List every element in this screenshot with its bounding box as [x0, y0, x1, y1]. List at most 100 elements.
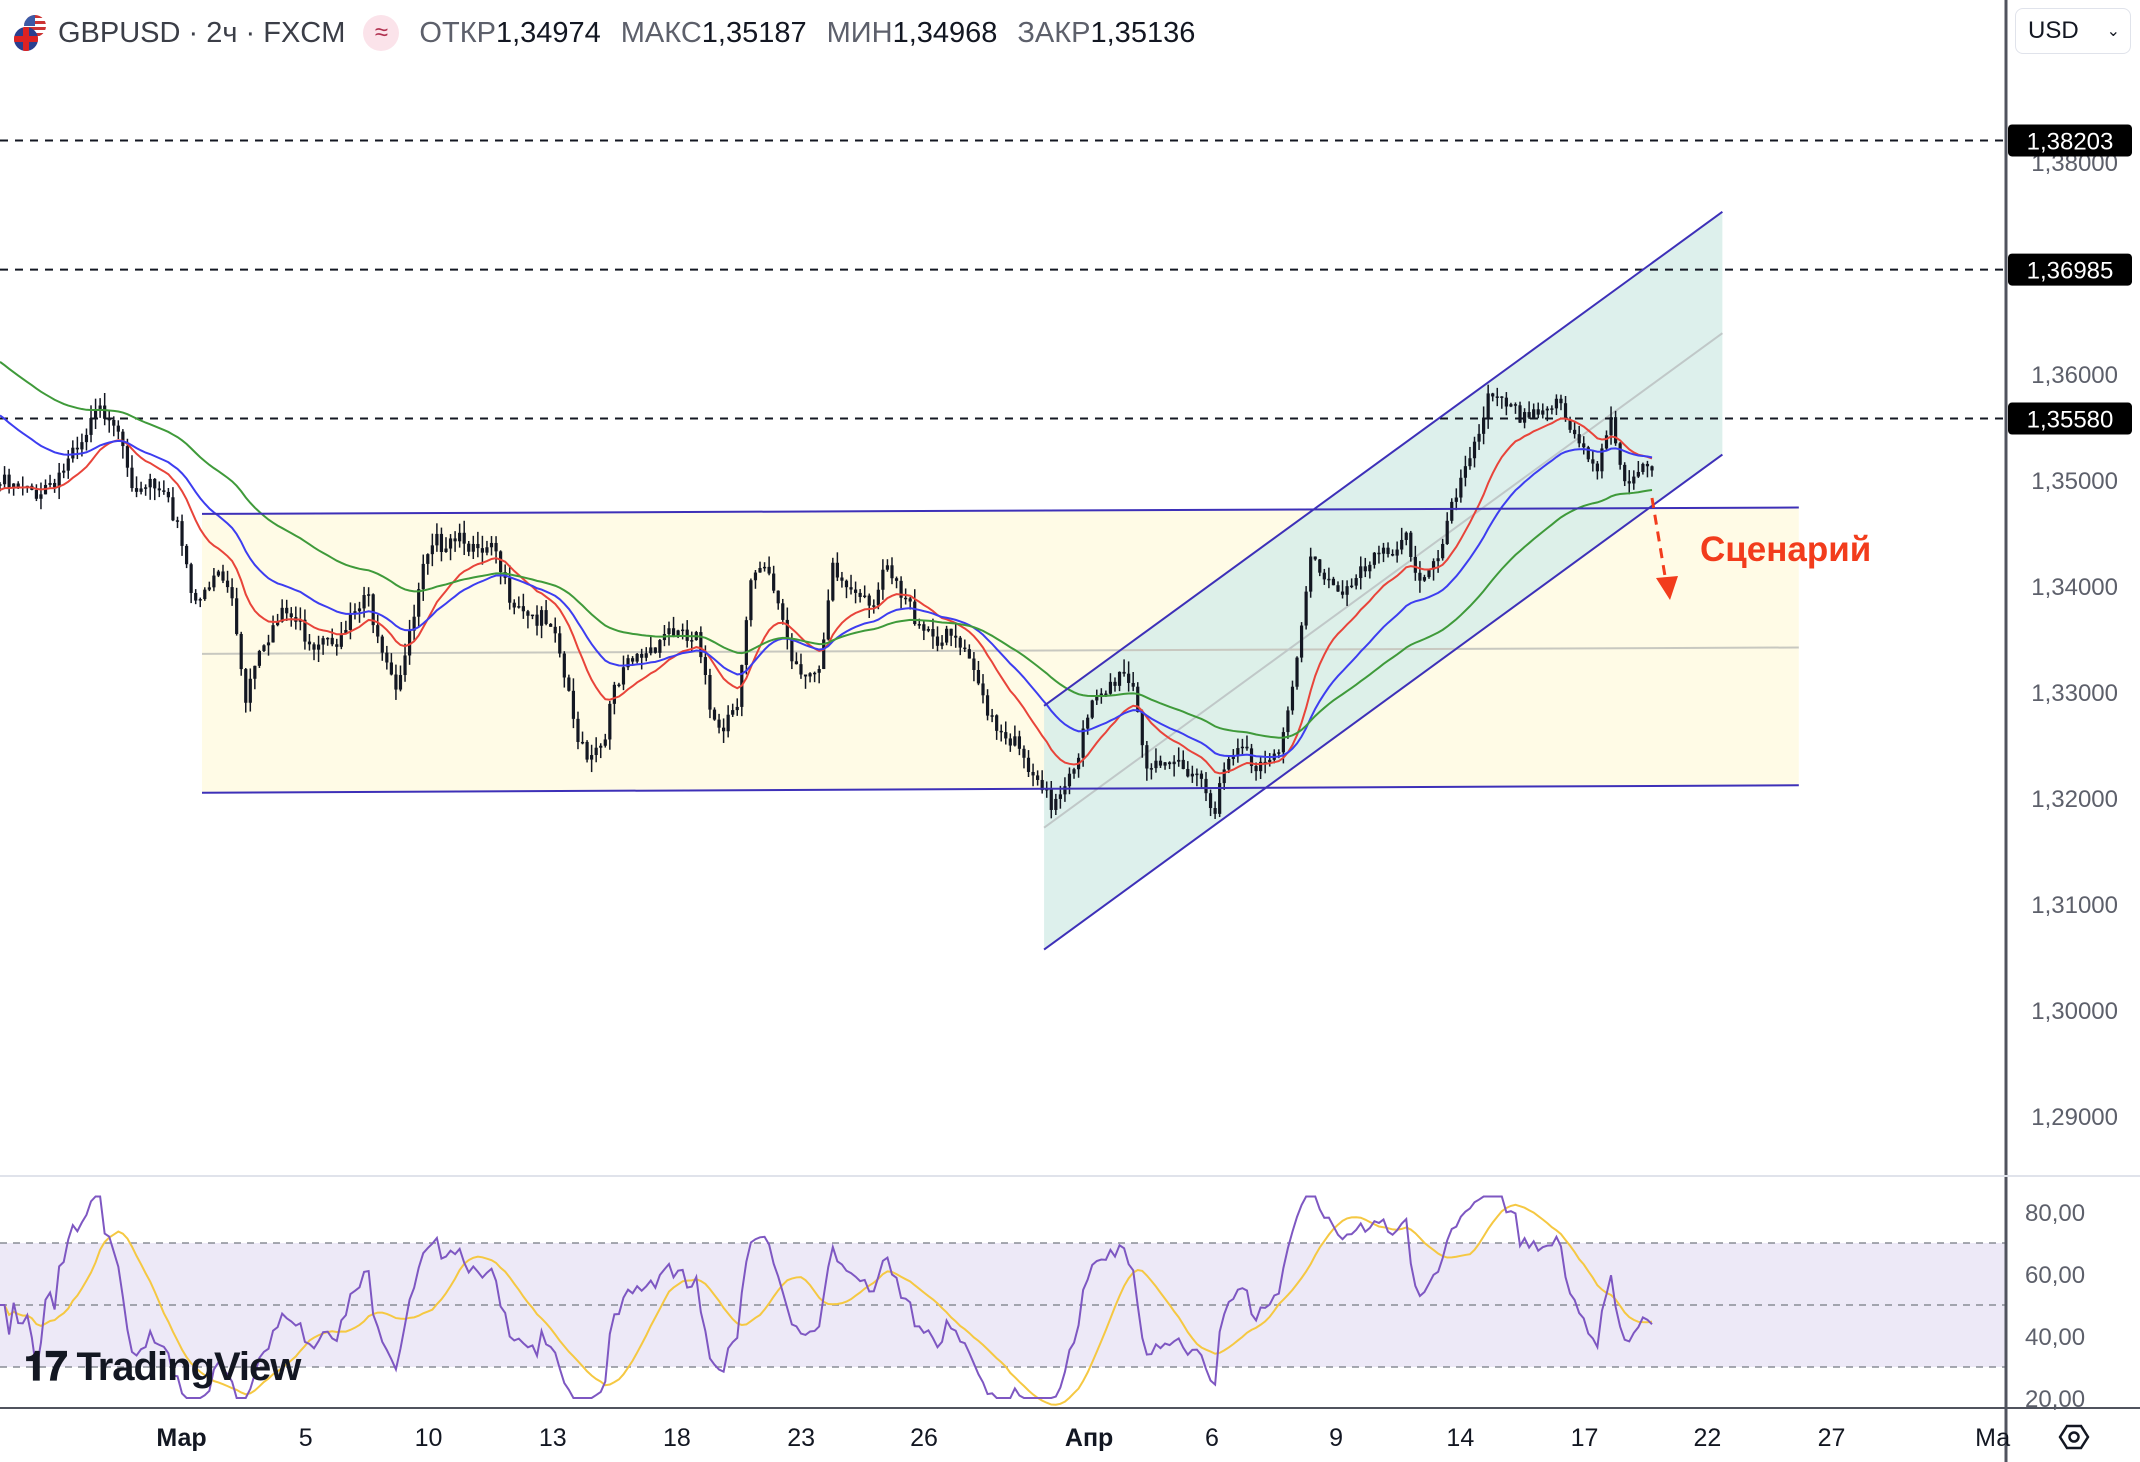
- symbol-title[interactable]: GBPUSD · 2ч · FXCM: [58, 16, 346, 49]
- candle-body: [890, 565, 894, 579]
- candle-body: [398, 675, 403, 690]
- price-level-badge: [2008, 402, 2132, 435]
- currency-select[interactable]: USD ⌄: [2015, 8, 2131, 54]
- candle-body: [590, 755, 594, 760]
- candle-body: [1545, 408, 1549, 411]
- candle-body: [731, 710, 735, 715]
- candle-body: [767, 566, 771, 574]
- candle-body: [426, 554, 430, 564]
- range-bottom-line: [201, 784, 1799, 794]
- candle-body: [658, 640, 662, 653]
- candle-body: [640, 653, 644, 658]
- moving-averages: [0, 361, 1653, 775]
- range-midline: [201, 646, 1799, 655]
- rsi-axis[interactable]: 80,00 60,00 40,00 20,00: [2025, 1200, 2085, 1413]
- candle-body: [212, 575, 216, 588]
- candle-body: [1036, 775, 1040, 780]
- candle-body: [753, 572, 758, 581]
- candle-body: [535, 614, 539, 626]
- candle-body: [166, 491, 170, 498]
- candle-body: [1049, 788, 1053, 810]
- candle-body: [1163, 762, 1167, 766]
- candle-body: [1627, 481, 1631, 484]
- rsi-tick-label: 40,00: [2025, 1324, 2085, 1351]
- candle-body: [580, 741, 585, 744]
- price-tick-label: 1,30000: [2031, 998, 2118, 1025]
- candle-body: [567, 677, 571, 691]
- candle-body: [744, 620, 748, 665]
- candle-body: [62, 470, 66, 473]
- candle-body: [1340, 591, 1345, 595]
- candle-body: [544, 610, 548, 624]
- candle-body: [1363, 566, 1367, 572]
- candle-body: [1368, 564, 1372, 572]
- candle-body: [230, 587, 234, 599]
- time-tick-label: 13: [539, 1424, 567, 1452]
- candle-body: [66, 458, 70, 471]
- ma-slow-line: [0, 361, 1653, 739]
- candle-body: [1436, 558, 1440, 562]
- candle-body: [1386, 547, 1390, 555]
- chevron-down-icon: ⌄: [2106, 23, 2120, 40]
- candle-body: [1295, 657, 1299, 687]
- candle-body: [1600, 448, 1604, 472]
- candle-body: [371, 594, 375, 626]
- scenario-arrow: [1650, 497, 1668, 583]
- candle-body: [1359, 566, 1363, 579]
- candle-body: [985, 695, 990, 716]
- candle-body: [717, 719, 721, 728]
- range-top-line: [201, 506, 1799, 515]
- candle-body: [362, 595, 366, 609]
- candle-body: [439, 533, 444, 552]
- candle-body: [1591, 459, 1595, 464]
- price-level-label: 1,38203: [2027, 128, 2114, 155]
- candle-body: [1290, 686, 1295, 711]
- candle-body: [1609, 417, 1613, 436]
- candle-body: [116, 425, 120, 432]
- candle-body: [749, 580, 753, 621]
- candle-body: [521, 606, 525, 612]
- candle-body: [1618, 443, 1622, 465]
- candle-body: [276, 621, 280, 626]
- candle-body: [357, 608, 362, 612]
- symbol-header: GBPUSD · 2ч · FXCM ≈ ОТКР 1,34974 МАКС 1,3…: [14, 12, 1195, 54]
- candle-body: [1268, 759, 1272, 763]
- scenario-annotation[interactable]: Сценарий: [1700, 530, 1871, 569]
- candle-body: [990, 715, 994, 717]
- candle-body: [1431, 561, 1436, 570]
- candle-body: [1573, 429, 1577, 435]
- candle-body: [1400, 539, 1404, 550]
- candle-body: [1377, 552, 1381, 555]
- candle-body: [999, 730, 1003, 733]
- logo-text: TradingView: [76, 1345, 301, 1389]
- wave-icon[interactable]: ≈: [363, 15, 400, 51]
- candle-body: [489, 542, 494, 548]
- candle-body: [307, 641, 312, 645]
- candle-body: [1645, 463, 1650, 467]
- candle-body: [908, 598, 912, 602]
- candle-body: [1281, 732, 1285, 753]
- candle-body: [571, 690, 576, 719]
- candle-body: [617, 684, 621, 687]
- candle-body: [1158, 760, 1163, 766]
- candle-body: [822, 639, 826, 670]
- tradingview-logo-icon: 𝟏𝟕: [24, 1345, 67, 1389]
- time-axis[interactable]: Мар 5 10 13 18 23 26 Апр 6 9 14 17 22 27 Ма: [156, 1424, 2010, 1452]
- candle-body: [289, 613, 293, 618]
- settings-icon[interactable]: [2058, 1424, 2090, 1450]
- candle-body: [603, 739, 607, 746]
- candle-body: [1008, 738, 1012, 746]
- candle-body: [549, 623, 553, 627]
- price-axis[interactable]: 1,380001,360001,350001,340001,330001,320…: [2008, 124, 2132, 1131]
- candle-body: [71, 447, 75, 459]
- candle-body: [608, 703, 612, 740]
- candle-body: [271, 625, 275, 643]
- close-label: ЗАКР: [1017, 16, 1091, 49]
- candle-body: [772, 573, 776, 591]
- candle-body: [1372, 552, 1376, 565]
- tradingview-logo[interactable]: 𝟏𝟕 TradingView: [24, 1345, 301, 1390]
- candle-body: [758, 568, 762, 573]
- candle-body: [462, 532, 466, 544]
- candle-body: [1522, 412, 1527, 423]
